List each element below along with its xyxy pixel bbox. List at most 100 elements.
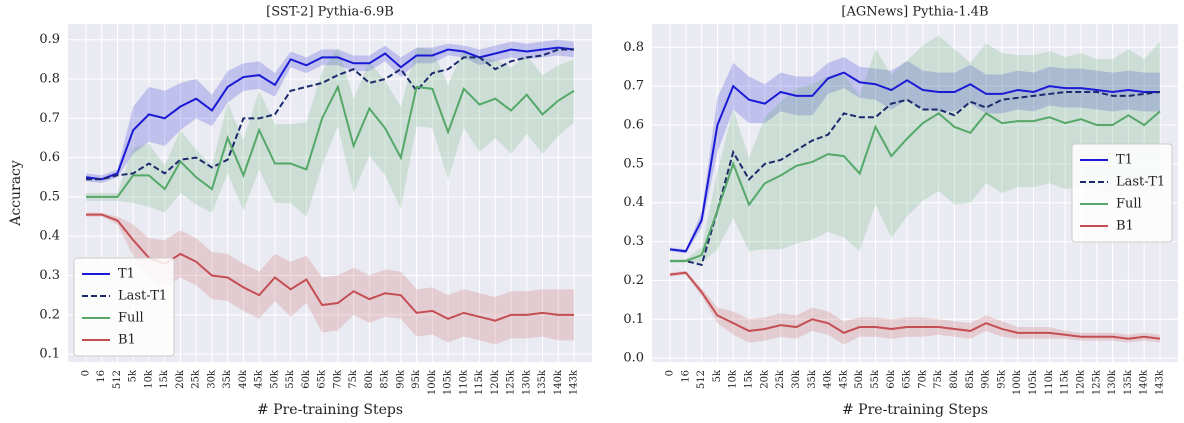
y-tick-label: 0.1 <box>39 347 60 362</box>
x-tick-label: 80k <box>949 369 960 389</box>
legend-box <box>73 257 175 357</box>
y-tick-label: 0.5 <box>39 189 60 204</box>
legend-label: Last-T1 <box>1116 175 1165 190</box>
x-tick-label: 25k <box>191 369 202 389</box>
x-tick-label: 0 <box>81 370 92 376</box>
series-line <box>669 271 1161 340</box>
x-tick-label: 60k <box>886 369 897 389</box>
y-tick-label: 0.2 <box>39 307 60 322</box>
series-line <box>670 90 1161 267</box>
x-axis-label: # Pre-training Steps <box>842 402 988 418</box>
x-tick-label: 105k <box>1028 369 1039 395</box>
legend-label: B1 <box>1116 219 1134 234</box>
x-tick-label: 125k <box>1091 369 1102 395</box>
y-tick-label: 0.6 <box>623 118 644 133</box>
y-tick-label: 0.9 <box>39 32 60 47</box>
x-tick-label: 143k <box>569 369 580 395</box>
x-tick-label: 40k <box>823 369 834 389</box>
x-tick-label: 55k <box>870 369 881 389</box>
x-tick-label: 20k <box>175 369 186 389</box>
error-band <box>670 57 1160 254</box>
x-tick-label: 35k <box>222 369 233 389</box>
x-tick-label: 120k <box>1075 369 1086 395</box>
y-tick-label: 0.2 <box>623 273 644 288</box>
x-tick-label: 0 <box>665 370 676 376</box>
x-tick-label: 70k <box>332 369 343 389</box>
x-tick-label: 100k <box>427 369 438 395</box>
x-tick-label: 105k <box>443 369 454 395</box>
legend-label: Full <box>1116 197 1142 212</box>
x-tick-label: 55k <box>285 369 296 389</box>
x-tick-label: 120k <box>490 369 501 395</box>
error-band <box>86 39 574 184</box>
series-line <box>670 110 1161 262</box>
legend-label: B1 <box>118 333 136 348</box>
x-tick-label: 65k <box>317 369 328 389</box>
legend-label: Last-T1 <box>118 289 167 304</box>
x-tick-label: 110k <box>1044 369 1055 395</box>
chart-title: [AGNews] Pythia-1.4B <box>841 5 988 20</box>
x-tick-label: 143k <box>1155 369 1166 395</box>
y-tick-label: 0.0 <box>623 351 644 366</box>
series-line <box>86 84 575 198</box>
x-tick-label: 80k <box>364 369 375 389</box>
x-tick-label: 70k <box>917 369 928 389</box>
series-line <box>669 71 1160 253</box>
x-tick-label: 140k <box>1139 369 1150 395</box>
x-tick-label: 95k <box>411 369 422 389</box>
x-tick-label: 45k <box>254 369 265 389</box>
x-tick-label: 90k <box>395 369 406 389</box>
x-tick-label: 15k <box>159 369 170 389</box>
x-tick-label: 30k <box>206 369 217 389</box>
x-tick-label: 115k <box>474 369 485 395</box>
x-tick-label: 140k <box>553 369 564 395</box>
x-tick-label: 60k <box>301 369 312 389</box>
x-tick-label: 130k <box>521 369 532 395</box>
y-tick-label: 0.7 <box>39 111 60 126</box>
x-tick-label: 35k <box>807 369 818 389</box>
x-tick-label: 50k <box>269 369 280 389</box>
y-tick-label: 0.8 <box>39 72 60 87</box>
legend-label: T1 <box>118 267 135 282</box>
x-tick-label: 135k <box>537 369 548 395</box>
x-tick-label: 90k <box>981 369 992 389</box>
error-band <box>670 35 1160 263</box>
legend-box <box>1071 143 1173 243</box>
y-tick-label: 0.7 <box>623 79 644 94</box>
y-tick-label: 0.8 <box>623 40 644 55</box>
x-tick-label: 85k <box>965 369 976 389</box>
x-tick-label: 16 <box>96 370 107 383</box>
x-tick-label: 512 <box>696 370 707 389</box>
x-tick-label: 75k <box>933 369 944 389</box>
x-tick-label: 110k <box>458 369 469 395</box>
y-axis-label: Accuracy <box>8 160 24 227</box>
x-tick-label: 5k <box>128 369 139 382</box>
x-axis-label: # Pre-training Steps <box>257 402 403 418</box>
legend-label: Full <box>118 311 144 326</box>
y-tick-label: 0.4 <box>39 229 60 244</box>
x-tick-label: 50k <box>854 369 865 389</box>
y-tick-label: 0.1 <box>623 312 644 327</box>
error-band <box>86 212 574 345</box>
series-line <box>85 46 575 181</box>
x-tick-label: 125k <box>506 369 517 395</box>
y-tick-label: 0.4 <box>623 195 644 210</box>
x-tick-label: 65k <box>902 369 913 389</box>
x-tick-label: 30k <box>791 369 802 389</box>
error-band <box>86 47 574 217</box>
x-tick-label: 100k <box>1012 369 1023 395</box>
x-tick-label: 95k <box>996 369 1007 389</box>
x-tick-label: 45k <box>838 369 849 389</box>
x-tick-label: 15k <box>744 369 755 389</box>
x-tick-label: 25k <box>775 369 786 389</box>
x-tick-label: 10k <box>143 369 154 389</box>
x-tick-label: 10k <box>728 369 739 389</box>
x-tick-label: 40k <box>238 369 249 389</box>
x-tick-label: 135k <box>1123 369 1134 395</box>
legend-label: T1 <box>1116 153 1133 168</box>
x-tick-label: 130k <box>1107 369 1118 395</box>
y-tick-label: 0.3 <box>39 268 60 283</box>
y-tick-label: 0.5 <box>623 156 644 171</box>
x-tick-label: 20k <box>759 369 770 389</box>
